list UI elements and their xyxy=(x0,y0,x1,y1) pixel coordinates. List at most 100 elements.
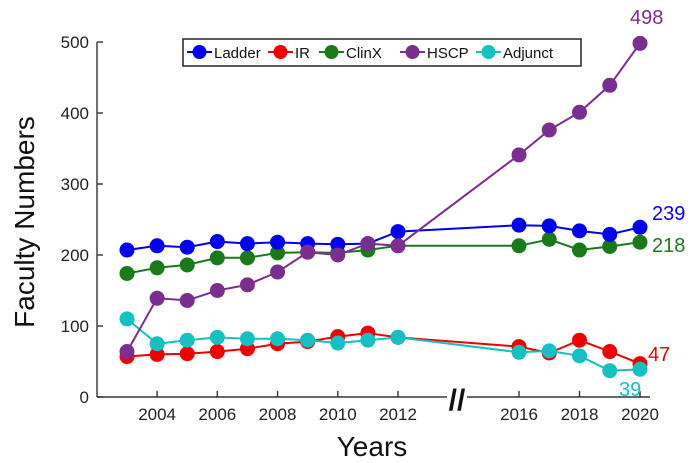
x-tick-label: 2010 xyxy=(319,405,357,424)
x-tick-label: 2018 xyxy=(561,405,599,424)
legend-swatch-marker xyxy=(405,45,420,59)
data-point xyxy=(300,332,316,348)
end-label-ir: 47 xyxy=(648,344,670,366)
y-tick-label: 400 xyxy=(61,104,89,123)
data-point xyxy=(360,332,376,348)
y-axis-title: Faculty Numbers xyxy=(9,116,40,328)
data-point xyxy=(390,329,406,345)
legend-label: Adjunct xyxy=(503,45,554,62)
x-tick-label: 2020 xyxy=(621,405,659,424)
data-point xyxy=(360,236,376,252)
series-line xyxy=(126,318,641,372)
data-point xyxy=(511,344,527,360)
series-layer xyxy=(119,35,648,379)
x-tick-label: 2004 xyxy=(138,405,176,424)
legend-item-ladder: Ladder xyxy=(187,45,261,62)
y-tick-label: 300 xyxy=(61,175,89,194)
series-ladder xyxy=(119,217,648,258)
data-point xyxy=(179,292,195,308)
data-point xyxy=(602,77,618,93)
data-point xyxy=(330,247,346,263)
legend-item-ir: IR xyxy=(268,45,310,62)
y-tick-label: 200 xyxy=(61,246,89,265)
data-point xyxy=(149,290,165,306)
series-adjunct xyxy=(119,311,648,379)
legend-label: ClinX xyxy=(346,45,382,62)
series-line xyxy=(126,42,641,353)
data-point xyxy=(632,35,648,51)
legend-box xyxy=(182,38,582,67)
data-point xyxy=(149,260,165,276)
data-point xyxy=(119,311,135,327)
legend-label: IR xyxy=(295,45,310,62)
data-point xyxy=(179,346,195,362)
data-point xyxy=(179,239,195,255)
data-point xyxy=(541,343,557,359)
data-point xyxy=(602,238,618,254)
series-clinx xyxy=(119,231,648,281)
data-point xyxy=(572,332,587,348)
y-tick-label: 100 xyxy=(61,317,89,336)
axis-break-mark: // xyxy=(449,384,466,417)
data-point xyxy=(602,226,618,242)
data-point xyxy=(541,231,557,247)
x-axis-title: Years xyxy=(337,431,408,462)
x-tick-label: 2008 xyxy=(259,405,297,424)
data-point xyxy=(632,219,648,235)
data-point xyxy=(330,335,346,351)
data-point xyxy=(239,250,255,266)
data-point xyxy=(149,238,165,254)
data-point xyxy=(209,283,225,298)
data-point xyxy=(572,223,587,239)
legend-item-adjunct: Adjunct xyxy=(476,45,554,62)
data-point xyxy=(390,224,406,240)
data-point xyxy=(179,332,195,348)
axes: // xyxy=(96,42,650,417)
y-tick-label: 0 xyxy=(80,388,89,407)
series-ir xyxy=(119,325,648,372)
data-point xyxy=(390,238,406,254)
data-point xyxy=(602,363,618,379)
end-label-hscp: 498 xyxy=(630,7,663,29)
legend-swatch-marker xyxy=(192,45,207,59)
data-point xyxy=(511,217,527,233)
legend-label: Ladder xyxy=(214,45,261,62)
data-point xyxy=(119,265,135,281)
data-point xyxy=(239,236,255,252)
data-point xyxy=(602,344,618,360)
legend-swatch-marker xyxy=(481,45,496,59)
data-point xyxy=(541,218,557,234)
legend-swatch-marker xyxy=(273,45,288,59)
end-label-ladder: 239 xyxy=(652,203,685,225)
data-point xyxy=(572,242,587,258)
y-tick-label: 500 xyxy=(61,33,89,52)
data-point xyxy=(239,331,255,347)
data-point xyxy=(209,344,225,360)
legend-item-hscp: HSCP xyxy=(400,45,469,62)
legend: Ladder IR ClinX HSCP Adjunct xyxy=(182,38,582,67)
data-point xyxy=(270,245,286,261)
end-label-clinx: 218 xyxy=(652,235,685,257)
data-point xyxy=(119,344,135,360)
data-point xyxy=(572,348,587,364)
data-point xyxy=(209,234,225,250)
end-label-adjunct: 39 xyxy=(619,379,641,401)
data-point xyxy=(632,234,648,250)
data-point xyxy=(511,147,527,163)
data-point xyxy=(330,236,346,252)
x-tick-label: 2012 xyxy=(379,405,417,424)
data-point xyxy=(149,336,165,352)
data-point xyxy=(511,238,527,254)
data-point xyxy=(119,242,135,258)
series-hscp xyxy=(119,35,648,360)
data-point xyxy=(209,329,225,345)
legend-label: HSCP xyxy=(427,45,469,62)
data-point xyxy=(149,346,165,362)
legend-swatch-marker xyxy=(324,45,339,59)
data-point xyxy=(300,244,316,260)
tick-group: 0 100 200 300 400 500 2004 2006 2008 2010 2012 2016… xyxy=(61,33,659,424)
series-line xyxy=(126,224,641,251)
data-point xyxy=(541,122,557,138)
data-point xyxy=(270,264,286,280)
